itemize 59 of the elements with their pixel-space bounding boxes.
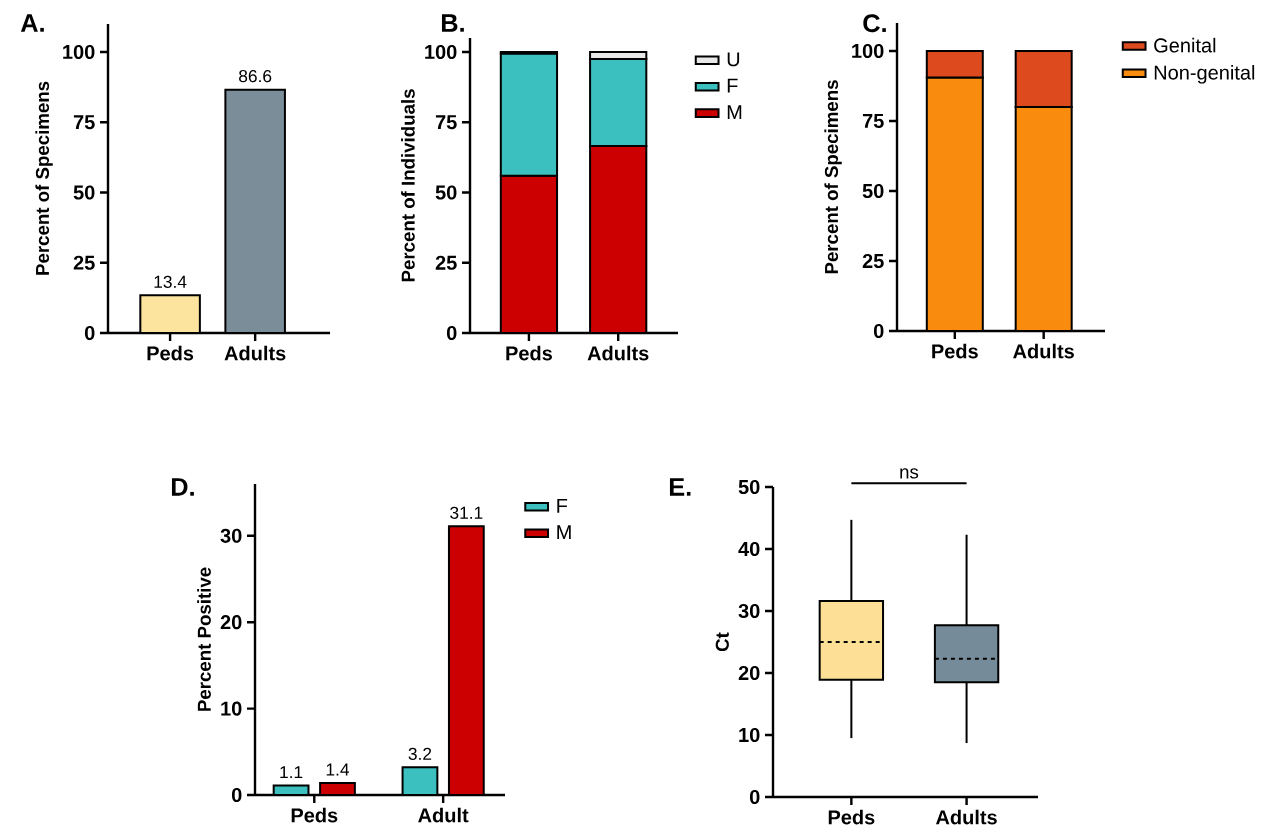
text: ns <box>900 468 919 479</box>
y-tick-label: 75 <box>435 115 457 130</box>
x-tick-label: Peds <box>291 807 338 823</box>
chart-title: B. <box>441 14 464 32</box>
legend-label: Genital <box>1154 37 1216 53</box>
y-tick-label: 0 <box>84 325 95 341</box>
y-axis-title: Percent Positive <box>197 567 211 711</box>
y-tick-label: 0 <box>446 325 457 341</box>
y-tick-label: 25 <box>862 253 884 269</box>
x-tick-label: Peds <box>147 345 194 361</box>
y-tick-label: 25 <box>435 255 457 270</box>
y-tick-label: 0 <box>873 323 884 339</box>
y-axis-title: Percent of Specimens <box>824 80 842 274</box>
chart-title: E. <box>669 478 691 496</box>
y-tick-label: 100 <box>425 44 457 60</box>
x-tick-label: Adult <box>418 807 469 823</box>
y-tick-label: 75 <box>73 115 95 130</box>
chart-title: A. <box>20 14 44 32</box>
data-label: 3.2 <box>408 747 432 760</box>
x-tick-label: Peds <box>932 343 978 359</box>
y-tick-label: 20 <box>738 665 760 681</box>
data-label: 1.1 <box>280 766 303 779</box>
chart-title: D. <box>171 478 194 496</box>
y-tick-label: 50 <box>435 185 457 200</box>
legend-label: M <box>557 525 571 540</box>
x-tick-label: Peds <box>506 345 552 361</box>
legend-label: F <box>727 78 738 93</box>
y-tick-label: 20 <box>220 615 242 630</box>
data-label: 86.6 <box>239 69 272 83</box>
y-axis-title: Percent of Individuals <box>401 89 415 282</box>
x-tick-label: Adults <box>935 809 997 825</box>
legend-label: M <box>727 105 742 119</box>
y-tick-label: 0 <box>231 787 242 803</box>
y-tick-label: 100 <box>63 44 95 60</box>
y-tick-label: 25 <box>73 255 95 270</box>
data-label: 1.4 <box>326 763 350 776</box>
x-tick-label: Adults <box>224 345 286 361</box>
legend-label: F <box>557 498 568 513</box>
legend-label: U <box>727 52 740 67</box>
data-label: 13.4 <box>154 275 187 288</box>
x-tick-label: Adults <box>587 345 649 361</box>
y-tick-label: 100 <box>852 43 884 59</box>
chart-title: C. <box>863 14 886 33</box>
data-label: 31.1 <box>450 506 483 519</box>
y-tick-label: 75 <box>862 114 884 128</box>
y-tick-label: 50 <box>862 183 884 199</box>
legend-label: Non-genital <box>1154 64 1255 84</box>
y-tick-label: 40 <box>738 541 760 557</box>
y-axis-title: Percent of Specimens <box>35 81 53 275</box>
x-tick-label: Adults <box>1013 343 1074 359</box>
y-axis-title: Ct <box>715 632 729 652</box>
y-tick-label: 50 <box>738 479 760 495</box>
y-tick-label: 10 <box>739 727 760 743</box>
y-tick-label: 30 <box>738 603 760 619</box>
y-tick-label: 50 <box>73 185 95 200</box>
y-tick-label: 30 <box>220 528 242 543</box>
y-tick-label: 0 <box>749 789 760 805</box>
x-tick-label: Peds <box>828 809 875 825</box>
y-tick-label: 10 <box>221 701 242 716</box>
